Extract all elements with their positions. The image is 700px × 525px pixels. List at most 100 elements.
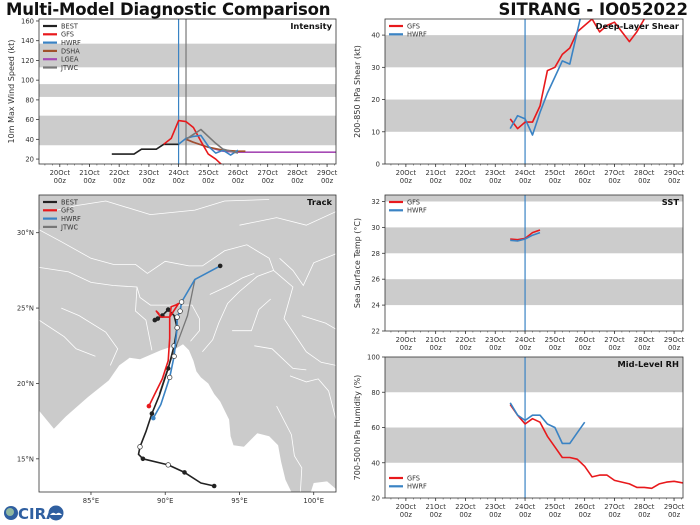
x-tick-label: 22Oct xyxy=(455,169,476,177)
x-tick-label: 25Oct xyxy=(545,169,566,177)
shaded-band xyxy=(385,195,683,202)
x-tick-sublabel: 00z xyxy=(608,511,621,519)
y-tick-label: 28 xyxy=(371,250,380,258)
panel-title: SST xyxy=(662,197,680,207)
x-tick-sublabel: 00z xyxy=(579,177,592,185)
x-tick-label: 25Oct xyxy=(545,336,566,344)
x-tick-sublabel: 00z xyxy=(321,177,334,185)
x-tick-label: 27Oct xyxy=(257,169,278,177)
gulf-area xyxy=(310,481,336,492)
track-point-best xyxy=(182,470,187,475)
x-tick-sublabel: 00z xyxy=(430,344,443,352)
track-point-best xyxy=(140,456,146,462)
legend-label-gfs: GFS xyxy=(407,474,420,482)
track-point-hwrf xyxy=(171,353,177,359)
panel-title: Intensity xyxy=(290,21,332,31)
y-tick-label: 20 xyxy=(25,156,34,164)
x-tick-label: 27Oct xyxy=(604,169,625,177)
axes-frame xyxy=(384,356,684,499)
globe-land-icon xyxy=(6,508,14,516)
y-tick-label: 25°N xyxy=(17,305,34,313)
legend-label-hwrf: HWRF xyxy=(407,207,427,215)
y-tick-label: 22 xyxy=(371,328,380,336)
legend-label-best: BEST xyxy=(61,22,79,30)
logo-text: CIRA xyxy=(18,505,58,523)
x-tick-label: 26Oct xyxy=(574,503,595,511)
legend-label-gfs: GFS xyxy=(61,207,74,215)
y-tick-label: 80 xyxy=(25,96,34,104)
x-tick-label: 26Oct xyxy=(574,169,595,177)
x-tick-sublabel: 00z xyxy=(400,511,413,519)
track-point-hwrf xyxy=(178,299,185,305)
track-point-best xyxy=(152,317,158,323)
x-tick-label: 22Oct xyxy=(455,503,476,511)
track-point-best xyxy=(149,411,155,416)
x-tick-sublabel: 00z xyxy=(83,177,96,185)
x-tick-sublabel: 00z xyxy=(459,344,472,352)
border-line xyxy=(39,319,96,357)
x-tick-sublabel: 00z xyxy=(113,177,126,185)
border-line xyxy=(202,270,274,353)
border-line xyxy=(61,307,119,366)
x-tick-label: 23Oct xyxy=(485,503,506,511)
x-tick-sublabel: 00z xyxy=(232,177,245,185)
track-point-hwrf xyxy=(167,374,173,381)
y-tick-label: 100 xyxy=(367,354,380,362)
x-tick-label: 28Oct xyxy=(634,503,655,511)
axes-frame xyxy=(384,18,684,165)
x-tick-sublabel: 00z xyxy=(579,511,592,519)
x-tick-sublabel: 00z xyxy=(579,344,592,352)
y-tick-label: 30 xyxy=(371,224,380,232)
y-tick-label: 20 xyxy=(371,495,380,503)
x-tick-sublabel: 00z xyxy=(54,177,67,185)
y-tick-label: 100 xyxy=(21,77,34,85)
x-tick-label: 25Oct xyxy=(198,169,219,177)
series-line-hwrf xyxy=(509,402,586,445)
x-tick-label: 20Oct xyxy=(396,503,417,511)
y-tick-label: 26 xyxy=(371,276,380,284)
x-tick-label: 100°E xyxy=(303,497,324,505)
x-tick-label: 27Oct xyxy=(604,336,625,344)
panel-track: 85°E 90°E 95°E 100°E 15°N 20°N 25°N 30°N Track BE… xyxy=(17,194,337,505)
shaded-band xyxy=(39,115,336,146)
x-tick-label: 29Oct xyxy=(317,169,338,177)
legend-label-best: BEST xyxy=(61,198,79,206)
cloud-shape-icon xyxy=(50,512,62,515)
track-point-best xyxy=(165,366,171,371)
y-tick-label: 15°N xyxy=(17,455,34,463)
x-tick-label: 24Oct xyxy=(168,169,189,177)
panel-shear: 20Oct00z21Oct00z22Oct00z23Oct00z24Oct00z… xyxy=(353,18,685,185)
x-tick-label: 85°E xyxy=(83,497,99,505)
panel-intensity: 20Oct00z21Oct00z22Oct00z23Oct00z24Oct00z… xyxy=(7,17,338,185)
x-tick-sublabel: 00z xyxy=(400,177,413,185)
legend-label-hwrf: HWRF xyxy=(61,39,81,47)
legend-label-hwrf: HWRF xyxy=(407,483,427,491)
track-point-best xyxy=(165,307,171,312)
legend-label-gfs: GFS xyxy=(61,31,74,39)
x-tick-label: 21Oct xyxy=(425,169,446,177)
track-point-hwrf xyxy=(177,308,183,314)
legend-label-gfs: GFS xyxy=(407,22,420,30)
series-line-best xyxy=(111,143,179,155)
y-tick-label: 20 xyxy=(371,96,380,104)
legend-label-hwrf: HWRF xyxy=(407,31,427,39)
y-tick-label: 0 xyxy=(376,161,380,169)
plot-area xyxy=(385,195,683,331)
border-line xyxy=(56,199,270,216)
x-tick-sublabel: 00z xyxy=(262,177,275,185)
storm-title: SITRANG - IO052022 xyxy=(498,0,689,19)
y-tick-label: 60 xyxy=(25,116,34,124)
y-tick-label: 40 xyxy=(371,32,380,40)
legend-label-lgea: LGEA xyxy=(61,56,79,64)
x-tick-sublabel: 00z xyxy=(549,177,562,185)
y-tick-label: 40 xyxy=(25,136,34,144)
legend-label-jtwc: JTWC xyxy=(60,223,78,231)
x-tick-label: 29Oct xyxy=(664,169,685,177)
y-tick-label: 30 xyxy=(371,64,380,72)
x-tick-sublabel: 00z xyxy=(430,177,443,185)
y-axis-label: 10m Max Wind Speed (kt) xyxy=(7,40,16,144)
x-tick-label: 21Oct xyxy=(425,336,446,344)
track-point-best xyxy=(165,462,171,468)
x-tick-label: 90°E xyxy=(157,497,173,505)
x-tick-label: 21Oct xyxy=(79,169,100,177)
